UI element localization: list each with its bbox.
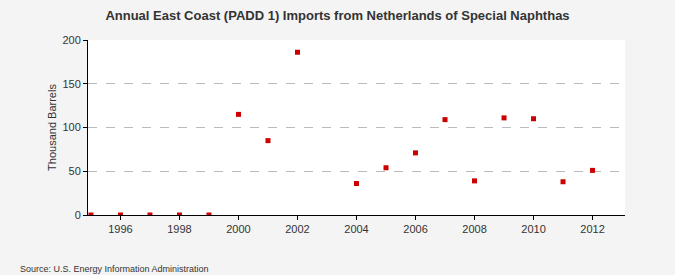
svg-text:50: 50 [69, 165, 81, 177]
svg-text:2008: 2008 [462, 223, 486, 235]
svg-text:2002: 2002 [285, 223, 309, 235]
svg-text:2000: 2000 [226, 223, 250, 235]
svg-text:1998: 1998 [167, 223, 191, 235]
svg-text:150: 150 [62, 78, 80, 90]
svg-text:Thousand Barrels: Thousand Barrels [46, 84, 58, 171]
svg-text:Source: U.S. Energy Informatio: Source: U.S. Energy Information Administ… [20, 264, 209, 274]
svg-text:2006: 2006 [403, 223, 427, 235]
svg-text:100: 100 [62, 121, 80, 133]
svg-text:200: 200 [62, 34, 80, 46]
svg-text:2004: 2004 [344, 223, 368, 235]
svg-text:1996: 1996 [108, 223, 132, 235]
svg-text:2010: 2010 [521, 223, 545, 235]
svg-text:Annual East Coast (PADD 1) Imp: Annual East Coast (PADD 1) Imports from … [105, 8, 569, 23]
svg-text:2012: 2012 [580, 223, 604, 235]
svg-text:0: 0 [75, 209, 81, 221]
